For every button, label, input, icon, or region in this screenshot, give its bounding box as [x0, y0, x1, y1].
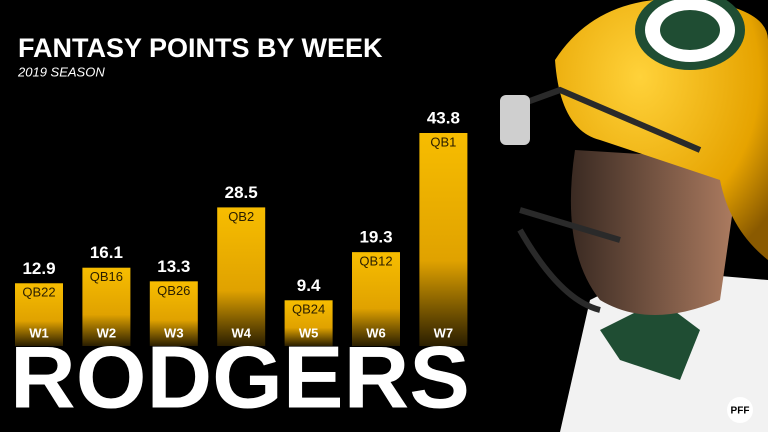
value-label: 43.8: [427, 108, 460, 127]
chart-subtitle: 2019 SEASON: [17, 64, 105, 79]
x-tick-label: W3: [164, 325, 184, 340]
x-tick-label: W7: [434, 325, 454, 340]
bar: [352, 252, 400, 346]
x-tick-label: W1: [29, 325, 49, 340]
bar: [82, 267, 131, 346]
bar: [15, 283, 63, 346]
x-tick-label: W2: [97, 325, 117, 340]
value-label: 12.9: [22, 259, 55, 278]
bar: [149, 281, 198, 346]
rank-label: QB16: [90, 269, 123, 284]
rank-label: QB22: [22, 285, 55, 300]
rank-label: QB1: [430, 134, 456, 149]
x-tick-label: W4: [231, 325, 251, 340]
player-photo: [500, 0, 768, 432]
x-tick-label: W6: [366, 325, 386, 340]
logo: PFF: [731, 406, 750, 417]
value-label: 9.4: [297, 276, 321, 295]
rank-label: QB2: [228, 209, 254, 224]
value-label: 13.3: [157, 257, 190, 276]
x-tick-label: W5: [299, 325, 319, 340]
value-label: 16.1: [90, 243, 123, 262]
logo-badge: [727, 397, 753, 423]
bar: [284, 300, 333, 346]
value-label: 19.3: [359, 228, 392, 247]
bar: [217, 207, 266, 346]
rank-label: QB24: [292, 302, 325, 317]
value-label: 28.5: [225, 183, 258, 202]
bar: [419, 133, 468, 346]
rank-label: QB26: [157, 283, 190, 298]
chart-title: FANTASY POINTS BY WEEK: [18, 33, 383, 63]
rank-label: QB12: [359, 254, 392, 269]
